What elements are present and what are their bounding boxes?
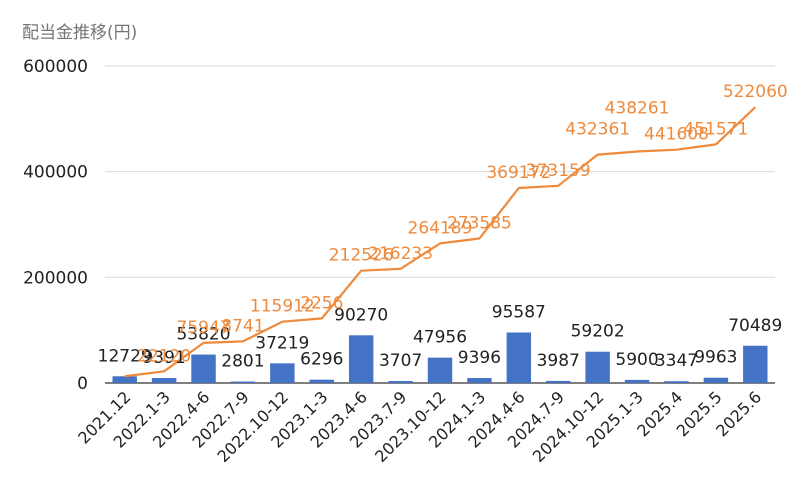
- line-value-label: 369172: [486, 163, 551, 183]
- line-value-label: 216233: [368, 244, 433, 264]
- bar-value-label: 9396: [458, 348, 501, 368]
- line-value-label: 432361: [565, 120, 630, 140]
- bar: [427, 357, 453, 383]
- bar: [151, 378, 177, 383]
- cumulative-line-series: [124, 106, 757, 378]
- bar-value-label: 9963: [694, 348, 737, 368]
- bar: [270, 363, 295, 383]
- bar-value-label: 6296: [300, 350, 343, 370]
- bar-value-label: 9391: [142, 348, 185, 368]
- bar: [664, 381, 689, 383]
- bar: [230, 381, 256, 383]
- bar-series: [112, 332, 768, 383]
- cumulative-line: [124, 106, 757, 378]
- bar: [546, 380, 571, 383]
- line-value-label: 441608: [644, 125, 709, 145]
- line-value-label: 373159: [526, 161, 591, 181]
- line-value-label: 22120: [137, 346, 191, 366]
- bar: [348, 335, 374, 383]
- y-axis-ticks: 0 200000 400000 600000: [23, 57, 88, 394]
- line-value-label: 115912: [250, 297, 315, 317]
- line-value-label: 2256: [300, 293, 343, 313]
- chart-title: 配当金推移(円): [22, 23, 138, 43]
- bar-value-label: 70489: [728, 316, 782, 336]
- bar-value-label: 3707: [379, 351, 422, 371]
- y-tick-label: 600000: [23, 57, 88, 77]
- y-tick-label: 400000: [23, 163, 88, 183]
- bar-value-label: 2801: [221, 352, 264, 372]
- line-value-label: 451571: [683, 119, 748, 139]
- y-tick-label: 200000: [23, 268, 88, 288]
- bar-value-label: 5900: [615, 350, 658, 370]
- line-value-label: 75947: [176, 318, 230, 338]
- bar: [585, 351, 610, 383]
- y-tick-label: 0: [77, 374, 88, 394]
- bar-value-label: 12729: [98, 346, 152, 366]
- bar-value-label: 37219: [255, 333, 309, 353]
- bar: [624, 379, 650, 383]
- bar-value-label: 59202: [571, 322, 625, 342]
- bar-value-label: 90270: [334, 305, 388, 325]
- bar-value-label: 3347: [655, 351, 698, 371]
- bar: [467, 378, 492, 383]
- bar: [309, 379, 334, 383]
- line-value-label: 264189: [408, 218, 473, 238]
- bar-value-label: 3987: [537, 351, 580, 371]
- bar: [743, 345, 768, 383]
- bar: [388, 381, 413, 383]
- line-value-label: 8741: [221, 316, 264, 336]
- bar-value-label: 47956: [413, 328, 467, 348]
- bar-value-label: 53820: [176, 325, 230, 345]
- bar: [191, 354, 216, 383]
- line-value-label: 438261: [605, 98, 670, 118]
- line-value-label: 212526: [329, 246, 394, 266]
- bar: [506, 332, 532, 383]
- bar-value-label: 95587: [492, 302, 546, 322]
- bar: [112, 376, 137, 383]
- line-value-label: 273585: [447, 213, 512, 233]
- x-axis-ticks: 2021.122022.1-32022.4-62022.7-92022.10-1…: [74, 387, 765, 466]
- line-value-label: 522060: [723, 82, 788, 102]
- bar: [703, 377, 729, 383]
